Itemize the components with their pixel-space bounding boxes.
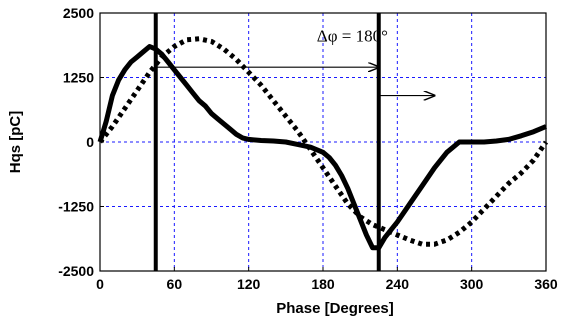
y-tick-label-0: 2500 bbox=[63, 5, 94, 21]
x-tick-label-3: 180 bbox=[311, 276, 335, 292]
series-line-0 bbox=[97, 44, 547, 251]
series-line-1 bbox=[98, 36, 549, 247]
y-tick-label-2: 0 bbox=[86, 134, 94, 150]
x-tick-label-4: 240 bbox=[386, 276, 410, 292]
x-tick-label-5: 300 bbox=[460, 276, 484, 292]
x-tick-label-1: 60 bbox=[167, 276, 183, 292]
y-axis-title: Hqs [pC] bbox=[7, 111, 24, 174]
y-tick-label-4: -2500 bbox=[58, 263, 94, 279]
x-tick-label-2: 120 bbox=[237, 276, 261, 292]
x-tick-label-0: 0 bbox=[96, 276, 104, 292]
annotation-0: Δφ = 180° bbox=[317, 26, 388, 45]
y-tick-label-3: -1250 bbox=[58, 199, 94, 215]
x-tick-label-6: 360 bbox=[534, 276, 558, 292]
x-axis-title: Phase [Degrees] bbox=[276, 300, 394, 317]
y-tick-label-1: 1250 bbox=[63, 70, 94, 86]
